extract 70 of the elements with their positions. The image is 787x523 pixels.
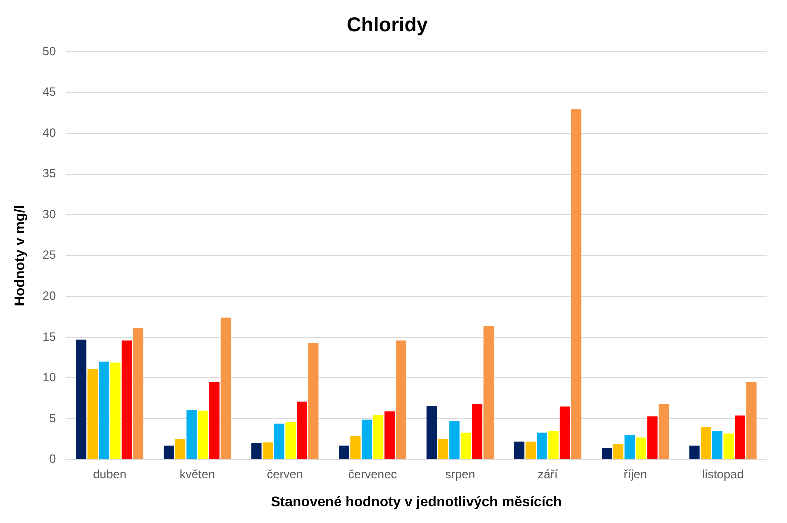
- bar: [571, 109, 582, 460]
- bar: [460, 432, 472, 460]
- bar: [88, 369, 98, 460]
- bar: [602, 448, 612, 460]
- bar: [133, 328, 144, 460]
- bar: [122, 340, 132, 460]
- bar: [198, 410, 208, 460]
- bar: [286, 422, 296, 460]
- bar: [252, 443, 262, 460]
- bar: [373, 414, 384, 460]
- bar: [110, 362, 121, 460]
- x-tick-label: říjen: [624, 467, 648, 482]
- y-tick-label: 50: [42, 44, 56, 58]
- bar: [384, 412, 395, 460]
- y-axis-title: Hodnoty v mg/l: [11, 205, 28, 306]
- bar: [648, 416, 658, 460]
- bar: [724, 434, 734, 460]
- bar: [350, 436, 361, 460]
- bar: [426, 406, 438, 460]
- bar: [220, 318, 232, 460]
- bar: [164, 446, 174, 460]
- bar: [396, 340, 406, 460]
- bar: [175, 439, 186, 460]
- bar: [636, 438, 646, 460]
- bar: [450, 421, 460, 460]
- y-tick-label: 20: [42, 288, 56, 303]
- bar: [438, 439, 448, 460]
- x-tick-label: srpen: [445, 467, 476, 482]
- y-tick-label: 40: [42, 126, 56, 140]
- bar: [472, 404, 483, 460]
- bar: [274, 424, 285, 460]
- bar: [735, 416, 746, 460]
- bar: [548, 431, 559, 460]
- x-tick-label: listopad: [702, 467, 744, 482]
- x-tick-label: červen: [267, 467, 304, 482]
- bar: [560, 406, 570, 460]
- bar: [746, 382, 757, 460]
- y-tick-label: 45: [42, 85, 56, 100]
- bar: [339, 446, 350, 460]
- y-tick-label: 10: [42, 370, 56, 385]
- bar: [262, 442, 274, 460]
- bar: [700, 427, 712, 460]
- x-tick-label: květen: [180, 467, 216, 482]
- bar: [712, 431, 723, 460]
- x-tick-label: duben: [93, 467, 127, 482]
- x-axis-title: Stanovené hodnoty v jednotlivých měsících: [271, 493, 562, 510]
- bar: [308, 343, 319, 460]
- bar: [186, 410, 197, 460]
- bar: [514, 442, 525, 460]
- bar: [690, 446, 700, 460]
- bar: [210, 382, 220, 460]
- bar: [297, 402, 308, 460]
- y-tick-label: 35: [42, 166, 56, 181]
- y-tick-label: 30: [42, 207, 56, 222]
- bar: [526, 442, 536, 460]
- bar: [537, 432, 548, 460]
- chart-title: Chloridy: [346, 14, 429, 37]
- x-tick-label: září: [538, 467, 559, 482]
- bar: [484, 326, 494, 460]
- bar: [658, 404, 670, 460]
- y-tick-label: 0: [49, 452, 56, 466]
- bar: [362, 420, 372, 460]
- bar: [99, 362, 110, 460]
- y-tick-label: 25: [42, 248, 56, 262]
- bar: [624, 435, 636, 460]
- bar: [76, 340, 87, 460]
- y-tick-label: 5: [49, 411, 56, 426]
- x-tick-label: červenec: [348, 467, 398, 482]
- y-tick-label: 15: [42, 330, 56, 344]
- bar: [613, 444, 624, 460]
